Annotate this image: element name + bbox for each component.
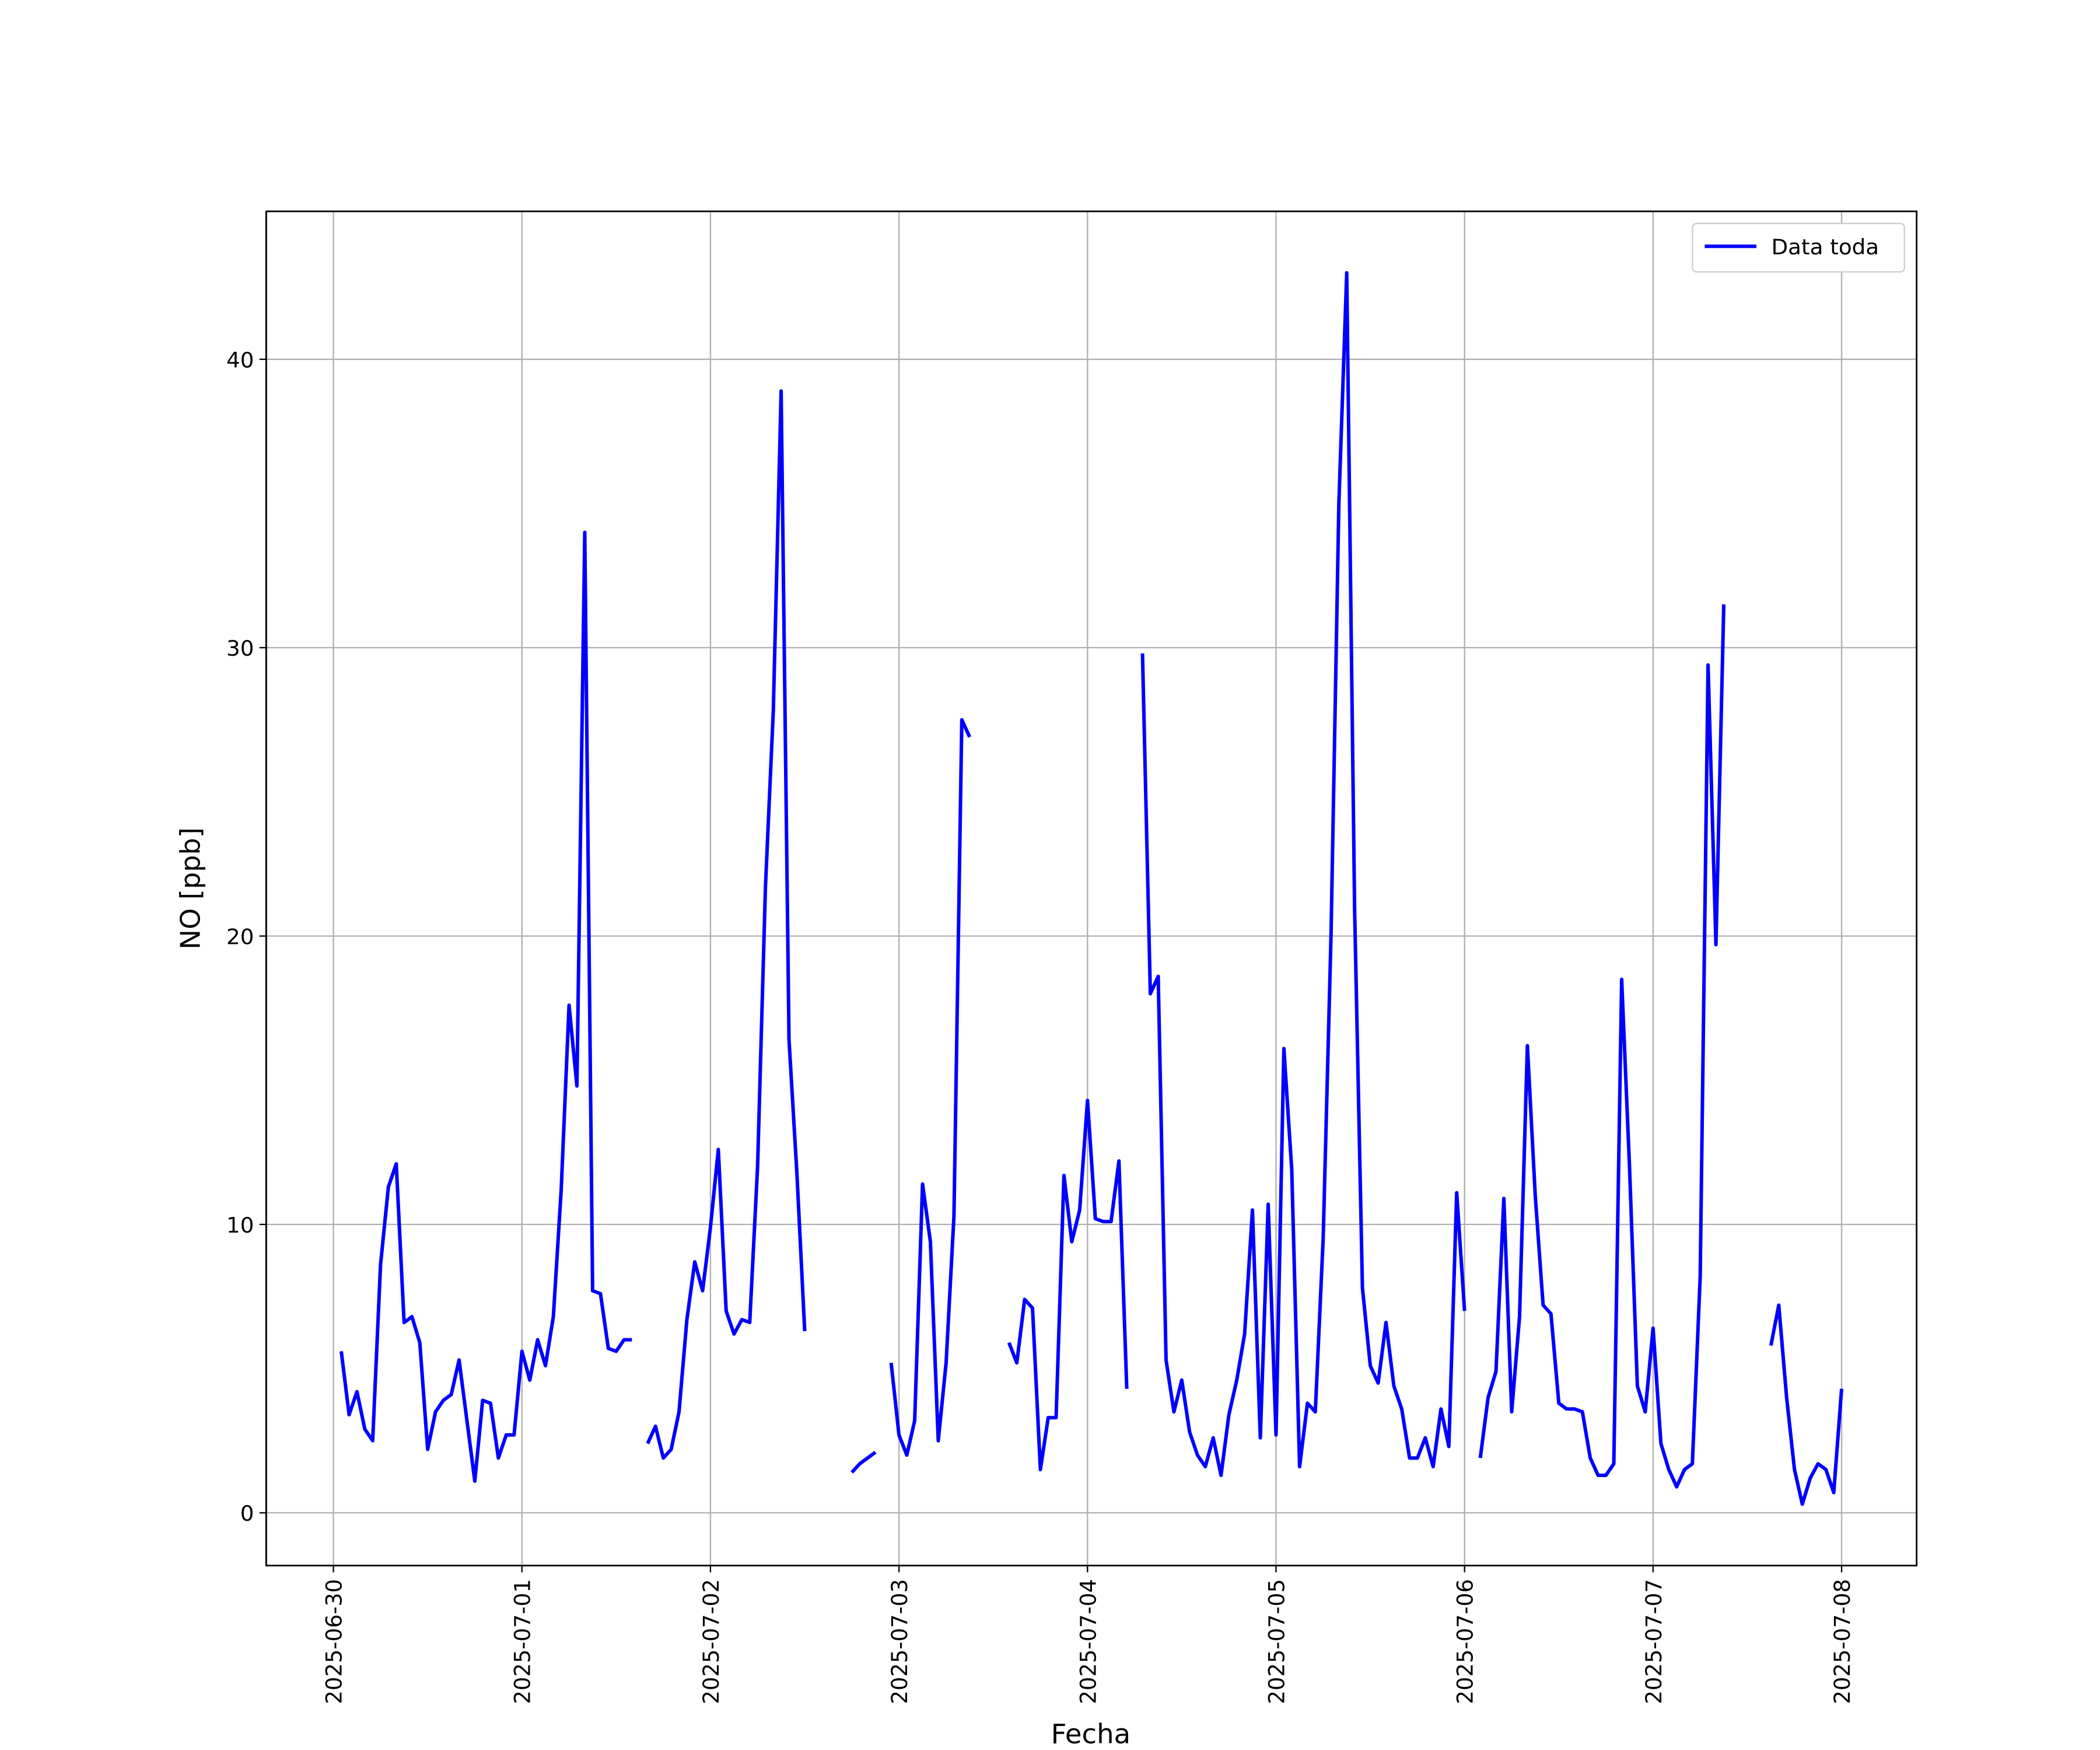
y-tick-label: 10 [226,1213,254,1238]
x-tick-label: 2025-07-03 [887,1579,912,1704]
legend-box [1692,222,1905,273]
x-tick-label: 2025-06-30 [321,1579,346,1704]
plot-frame [265,210,1918,1567]
x-tick-label: 2025-07-08 [1830,1579,1855,1704]
x-tick-label: 2025-07-06 [1452,1579,1478,1704]
y-tick-label: 20 [226,925,254,950]
x-tick-label: 2025-07-02 [699,1579,724,1704]
y-tick-label: 30 [226,636,254,661]
x-tick-label: 2025-07-01 [510,1579,536,1704]
y-tick-label: 40 [226,348,254,373]
y-tick-label: 0 [240,1501,254,1526]
x-tick-label: 2025-07-04 [1076,1579,1101,1704]
data-line [340,271,1844,1506]
y-axis-label: NO [ppb] [174,827,206,949]
x-tick-label: 2025-07-07 [1642,1579,1667,1704]
legend-label: Data toda [1771,235,1879,260]
x-tick-label: 2025-07-05 [1264,1579,1289,1704]
x-axis-label: Fecha [1051,1718,1131,1750]
